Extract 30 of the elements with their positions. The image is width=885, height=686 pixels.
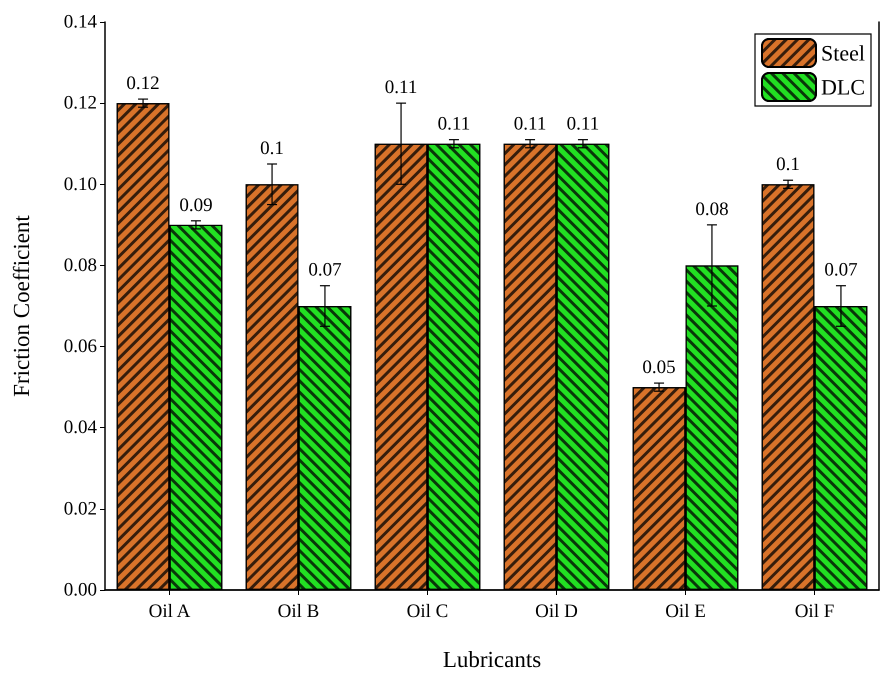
- data-label: 0.1: [776, 154, 800, 176]
- data-label: 0.07: [824, 260, 858, 281]
- data-label: 0.1: [260, 138, 284, 159]
- y-tick-label: 0.02: [64, 498, 97, 520]
- legend-label: Steel: [821, 40, 865, 66]
- data-label: 0.11: [514, 114, 546, 135]
- x-tick-label: Oil B: [278, 601, 320, 622]
- y-axis-title: Friction Coefficient: [9, 214, 34, 397]
- data-label: 0.11: [566, 114, 600, 135]
- y-tick-label: 0.04: [64, 417, 98, 438]
- x-tick-label: Oil D: [535, 601, 578, 622]
- data-label: 0.11: [384, 77, 418, 98]
- y-tick-label: 0.12: [64, 92, 97, 114]
- data-label: 0.12: [126, 73, 160, 94]
- data-label: 0.05: [642, 357, 676, 378]
- y-tick-label: 0.14: [64, 12, 98, 32]
- x-axis-title: Lubricants: [442, 647, 542, 672]
- x-tick-label: Oil E: [665, 601, 706, 622]
- legend-label: DLC: [821, 74, 865, 100]
- data-label: 0.09: [179, 194, 213, 216]
- y-tick-label: 0.10: [64, 174, 97, 195]
- x-tick-label: Oil C: [406, 601, 448, 622]
- data-label: 0.11: [438, 114, 470, 135]
- y-tick-label: 0.06: [64, 336, 97, 358]
- x-tick-label: Oil F: [794, 601, 834, 622]
- data-label: 0.08: [695, 198, 729, 220]
- x-tick-label: Oil A: [148, 601, 191, 622]
- y-tick-label: 0.08: [64, 254, 97, 276]
- y-tick-label: 0.00: [64, 580, 97, 600]
- data-label: 0.07: [308, 260, 342, 281]
